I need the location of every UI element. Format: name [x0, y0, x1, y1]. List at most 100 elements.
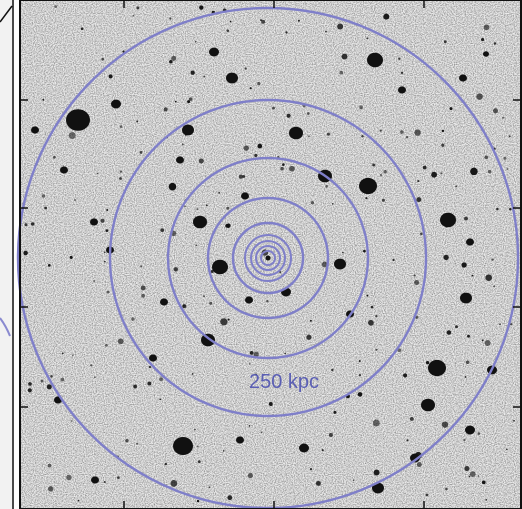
point-source [496, 207, 499, 211]
point-source [446, 330, 452, 335]
point-source [493, 285, 496, 288]
point-source [71, 354, 74, 357]
point-source [509, 323, 513, 326]
point-source [508, 135, 511, 138]
point-source [236, 436, 244, 444]
point-source [325, 185, 328, 188]
point-source [492, 108, 499, 114]
point-source [196, 445, 199, 448]
point-source [285, 31, 288, 34]
point-source [477, 432, 481, 435]
point-source [184, 133, 187, 136]
point-source [476, 93, 483, 100]
point-source [417, 180, 420, 183]
point-source [440, 212, 456, 228]
point-source [359, 177, 377, 195]
point-source [66, 109, 90, 131]
point-source [136, 6, 140, 10]
point-source [208, 486, 211, 489]
point-source [421, 398, 435, 412]
point-source [257, 143, 263, 149]
point-source [169, 60, 173, 64]
point-source [284, 352, 286, 355]
point-source [68, 131, 76, 140]
point-source [44, 206, 47, 210]
point-source [471, 274, 474, 277]
point-source [90, 364, 93, 367]
point-source [321, 261, 328, 268]
point-source [24, 223, 28, 227]
point-source [111, 99, 121, 109]
point-source [182, 304, 187, 309]
point-source [379, 129, 382, 132]
point-source [403, 373, 408, 378]
point-source [96, 172, 99, 175]
point-source [222, 450, 225, 452]
point-source [366, 37, 369, 40]
point-source [169, 17, 172, 20]
point-source [467, 334, 470, 338]
point-source [398, 86, 406, 94]
point-source [30, 222, 35, 226]
point-source [428, 359, 446, 377]
point-source [372, 482, 384, 494]
point-source [227, 495, 233, 501]
point-source [280, 166, 284, 171]
point-source [485, 274, 493, 282]
point-source [53, 155, 56, 159]
point-source [481, 339, 484, 342]
point-source [241, 192, 249, 200]
point-source [28, 382, 32, 386]
point-source [226, 206, 230, 210]
point-source [93, 280, 96, 282]
point-source [209, 47, 219, 57]
point-source [405, 136, 409, 139]
point-source [119, 177, 122, 180]
point-source [425, 360, 430, 365]
scale-label: 250 kpc [249, 371, 319, 393]
point-source [282, 163, 285, 166]
point-source [159, 377, 164, 382]
point-source [108, 74, 113, 79]
point-source [125, 439, 129, 443]
point-source [502, 116, 505, 119]
point-source [368, 319, 374, 326]
point-source [106, 209, 109, 211]
point-source [326, 132, 330, 136]
point-source [372, 163, 376, 167]
point-source [409, 416, 414, 421]
point-source [160, 298, 168, 306]
point-source [392, 258, 395, 262]
point-source [139, 151, 143, 154]
point-source [196, 499, 200, 503]
point-source [91, 476, 99, 484]
point-source [459, 74, 467, 82]
point-source [375, 348, 378, 351]
point-source [455, 325, 458, 329]
point-source [198, 158, 204, 164]
point-source [352, 479, 355, 482]
point-source [416, 462, 422, 468]
point-source [469, 471, 476, 477]
point-source [209, 301, 213, 305]
point-source [361, 134, 364, 138]
point-source [41, 194, 46, 198]
point-source [325, 30, 327, 33]
point-source [414, 280, 420, 286]
aperture-ring [108, 98, 428, 418]
main-sky-panel: 250 kpc [16, 0, 522, 509]
point-source [306, 334, 312, 340]
point-source [414, 129, 421, 136]
point-source [398, 57, 401, 60]
point-source [226, 223, 231, 228]
point-source [132, 14, 135, 17]
aperture-ring [206, 196, 330, 320]
point-source [483, 51, 489, 57]
point-source [164, 462, 168, 466]
point-source [31, 126, 39, 134]
point-source [466, 238, 474, 246]
point-source [321, 449, 324, 452]
point-source [104, 260, 106, 263]
point-source [370, 305, 374, 309]
point-source [464, 376, 467, 378]
